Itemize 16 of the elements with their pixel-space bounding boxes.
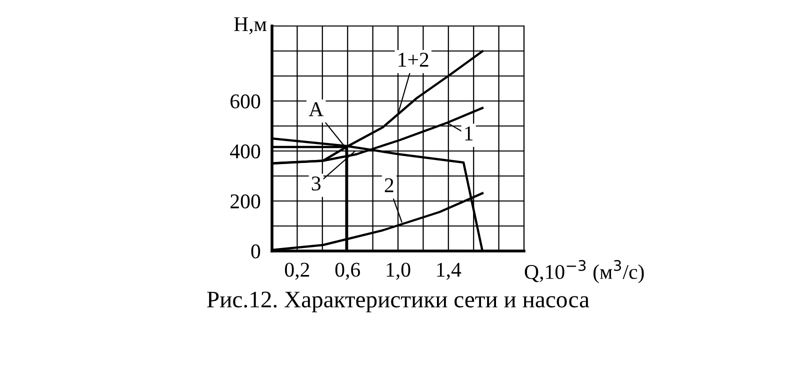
y-tick-label: 400 — [230, 144, 260, 158]
x-axis-title: Q,10$^{−3}$ (м$^{3}$/с) — [524, 260, 644, 284]
annotation: 1 — [465, 126, 473, 140]
x-tick-label: 1,4 — [437, 262, 462, 280]
x-tick-label: 0,2 — [284, 262, 310, 280]
annotation: 3 — [312, 176, 320, 191]
y-tick-label: 0 — [251, 244, 260, 258]
x-tick-label: 1,0 — [386, 262, 410, 280]
annotation: 2 — [384, 178, 394, 192]
y-tick-label: 600 — [230, 94, 260, 108]
x-tick-label: 0,6 — [335, 262, 360, 280]
y-tick-label: 200 — [230, 194, 260, 208]
y-axis-title: Н,м — [234, 17, 266, 34]
text: Рис.12. Характеристики сети и насоса — [207, 292, 590, 312]
annotation: А — [308, 102, 324, 116]
annotation: 1+2 — [398, 52, 428, 67]
